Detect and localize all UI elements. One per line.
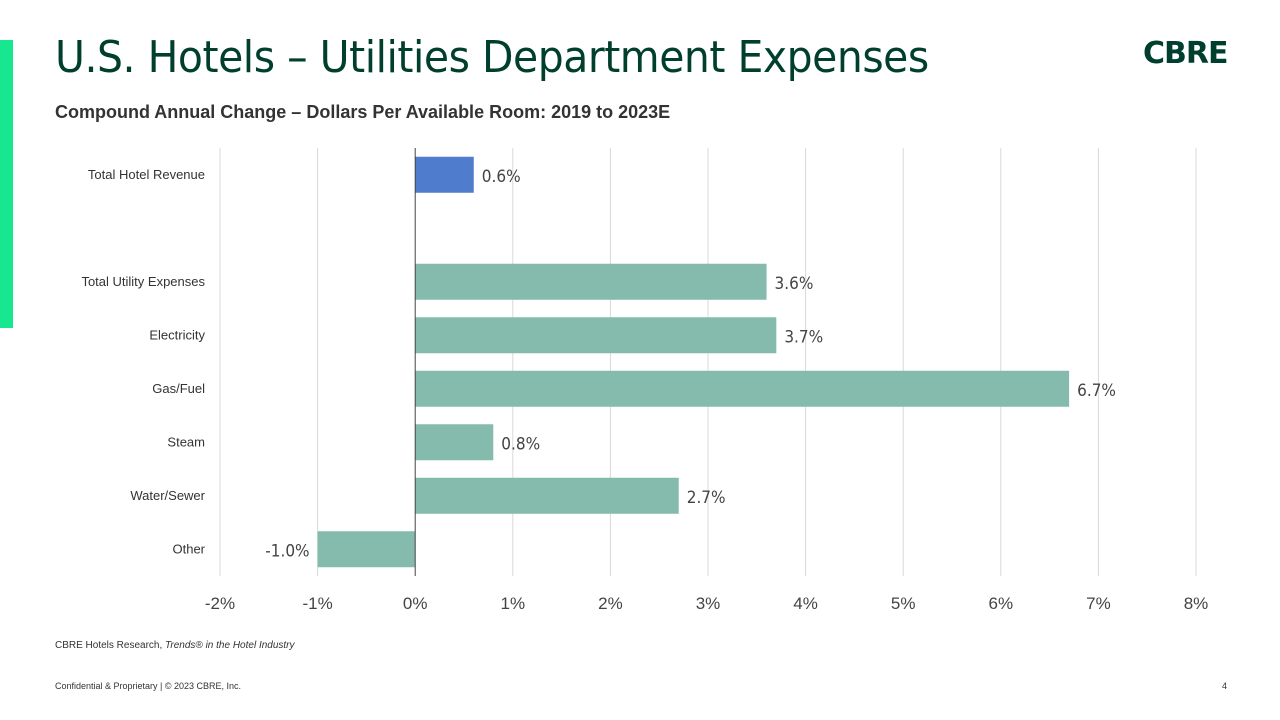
bar — [415, 317, 777, 354]
source-prefix: CBRE Hotels Research, — [55, 640, 166, 651]
accent-bar — [0, 40, 13, 328]
category-label: Other — [172, 541, 205, 556]
bar — [415, 370, 1070, 407]
data-label: 6.7% — [1077, 381, 1116, 401]
bar — [415, 424, 494, 461]
data-label: 2.7% — [687, 488, 726, 508]
source-note: CBRE Hotels Research, Trends® in the Hot… — [55, 640, 295, 651]
x-tick-label: 5% — [891, 594, 916, 613]
data-label: 0.8% — [501, 434, 540, 454]
x-tick-label: -2% — [205, 594, 235, 613]
data-label: -1.0% — [265, 541, 309, 561]
data-label: 0.6% — [482, 167, 521, 187]
data-label: 3.7% — [784, 327, 823, 347]
data-label: 3.6% — [775, 274, 814, 294]
x-tick-label: 6% — [989, 594, 1014, 613]
bar — [317, 531, 416, 568]
x-tick-label: 2% — [598, 594, 623, 613]
category-label: Water/Sewer — [130, 488, 205, 503]
bar — [415, 156, 474, 193]
category-label: Steam — [167, 434, 205, 449]
category-label: Electricity — [149, 327, 205, 342]
footer-confidential: Confidential & Proprietary | © 2023 CBRE… — [55, 681, 242, 691]
page-subtitle: Compound Annual Change – Dollars Per Ava… — [55, 102, 671, 122]
bar — [415, 263, 767, 300]
x-tick-label: 8% — [1184, 594, 1209, 613]
category-label: Gas/Fuel — [152, 381, 205, 396]
x-tick-label: 3% — [696, 594, 721, 613]
cbre-logo: CBRE — [1143, 36, 1228, 71]
x-tick-label: 4% — [793, 594, 818, 613]
bar — [415, 477, 679, 514]
page-number: 4 — [1222, 681, 1228, 691]
x-tick-label: 7% — [1086, 594, 1111, 613]
x-tick-label: -1% — [302, 594, 332, 613]
x-tick-label: 0% — [403, 594, 428, 613]
page-title: U.S. Hotels – Utilities Department Expen… — [55, 32, 929, 83]
x-tick-label: 1% — [501, 594, 526, 613]
source-title: Trends® in the Hotel Industry — [165, 640, 295, 651]
category-label: Total Utility Expenses — [81, 274, 205, 289]
category-label: Total Hotel Revenue — [88, 167, 205, 182]
